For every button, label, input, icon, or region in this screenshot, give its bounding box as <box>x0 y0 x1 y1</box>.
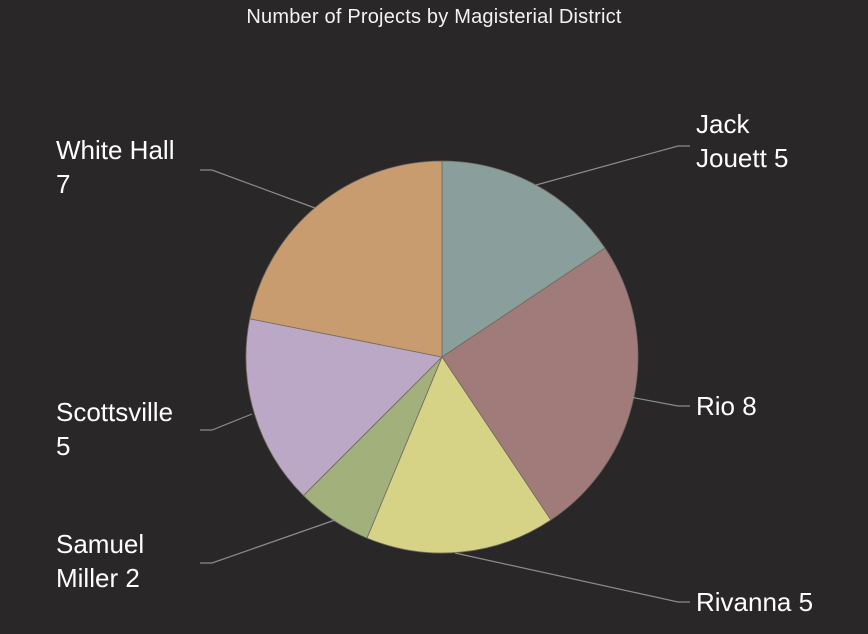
slice-label-line: Rivanna 5 <box>696 587 814 617</box>
pie-slice-rio <box>441 247 639 521</box>
leader-line-rio <box>629 396 690 407</box>
slice-label-line: Samuel <box>56 529 145 559</box>
slice-label-jack-jouett: Jack Jouett 5 <box>696 107 789 175</box>
slice-label-white-hall: White Hall 7 <box>56 133 174 201</box>
slice-label-line: 7 <box>56 169 71 199</box>
pie-slice-scottsville <box>245 318 443 497</box>
slice-label-line: 5 <box>56 431 71 461</box>
slice-label-line: Jack <box>696 109 750 139</box>
slice-label-line: Jouett 5 <box>696 143 789 173</box>
pie-slice-rivanna <box>366 356 552 554</box>
slice-label-samuel-miller: Samuel Miller 2 <box>56 527 144 595</box>
chart-title: Number of Projects by Magisterial Distri… <box>246 6 622 28</box>
slice-label-line: Miller 2 <box>56 563 140 593</box>
slice-label-rivanna: Rivanna 5 <box>696 585 813 619</box>
leader-line-scottsville <box>200 413 253 431</box>
pie-slice-white-hall <box>249 160 443 358</box>
leader-line-samuel-miller <box>200 519 336 564</box>
slice-label-line: Scottsville <box>56 397 174 427</box>
leader-line-jack-jouett <box>535 145 690 186</box>
leader-line-white-hall <box>200 169 316 209</box>
pie-slice-jack-jouett <box>441 160 606 358</box>
leader-line-rivanna <box>454 552 690 603</box>
slice-label-line: Rio 8 <box>696 391 757 421</box>
slice-label-rio: Rio 8 <box>696 389 757 423</box>
slice-label-line: White Hall <box>56 135 175 165</box>
slice-label-scottsville: Scottsville 5 <box>56 395 173 463</box>
